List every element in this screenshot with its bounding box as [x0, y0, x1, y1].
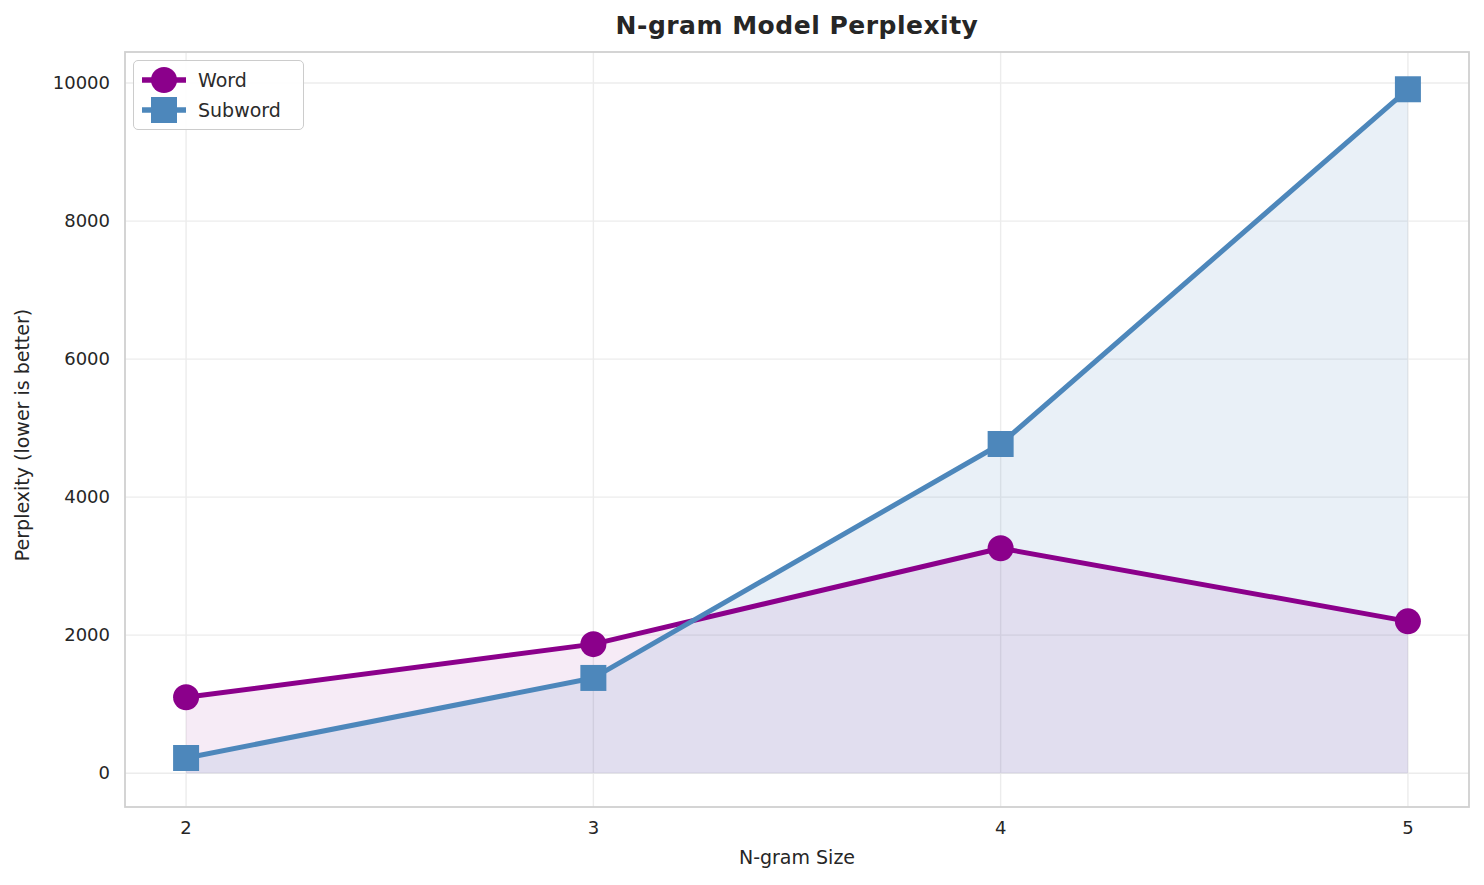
legend: Word Subword: [133, 60, 304, 130]
subword-marker: [580, 665, 606, 691]
y-tick-label: 0: [25, 762, 110, 784]
y-tick-label: 10000: [25, 72, 110, 94]
figure: N-gram Model Perplexity N-gram Size Perp…: [0, 0, 1484, 885]
legend-label-word: Word: [198, 69, 247, 91]
plot-area: [0, 0, 1484, 885]
subword-marker: [173, 745, 199, 771]
legend-label-subword: Subword: [198, 99, 281, 121]
subword-marker: [1395, 76, 1421, 102]
y-tick-label: 8000: [25, 210, 110, 232]
chart-title: N-gram Model Perplexity: [125, 11, 1469, 40]
word-marker: [173, 684, 199, 710]
x-tick-label: 3: [553, 817, 633, 839]
legend-item-word: Word: [141, 65, 293, 95]
x-tick-label: 2: [146, 817, 226, 839]
x-tick-label: 5: [1368, 817, 1448, 839]
subword-marker-icon: [141, 95, 187, 125]
word-marker: [1395, 608, 1421, 634]
y-tick-label: 2000: [25, 624, 110, 646]
word-marker: [580, 631, 606, 657]
legend-item-subword: Subword: [141, 95, 293, 125]
x-axis-label: N-gram Size: [125, 846, 1469, 868]
word-marker-icon: [141, 65, 187, 95]
y-axis-label: Perplexity (lower is better): [11, 309, 33, 561]
y-tick-label: 6000: [25, 348, 110, 370]
y-tick-label: 4000: [25, 486, 110, 508]
x-tick-label: 4: [961, 817, 1041, 839]
subword-marker: [988, 431, 1014, 457]
word-marker: [988, 535, 1014, 561]
